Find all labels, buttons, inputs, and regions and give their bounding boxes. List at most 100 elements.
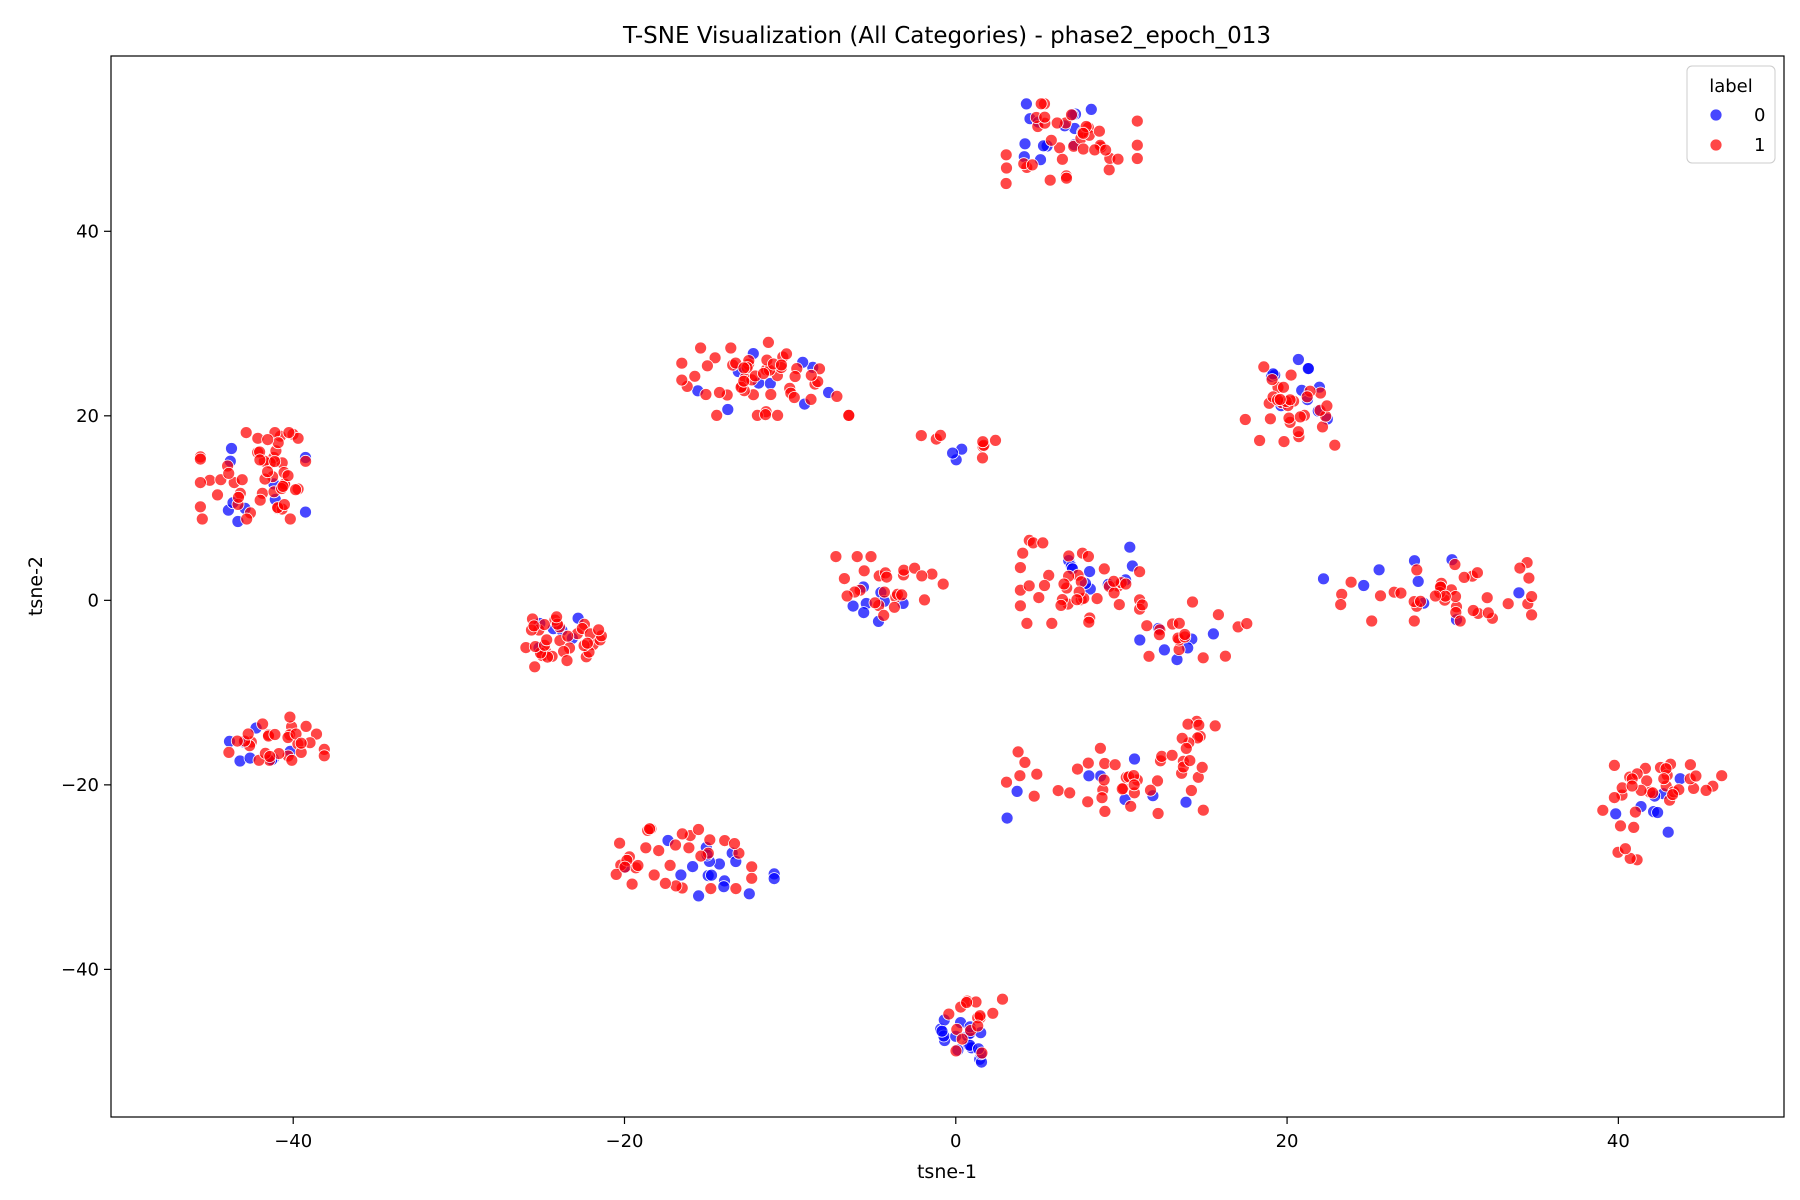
scatter-point-label-1 [675,827,689,841]
scatter-point-label-1 [850,550,864,563]
scatter-point-label-1 [1081,756,1095,770]
scatter-point-label-1 [918,593,931,607]
scatter-point-label-1 [1689,769,1703,783]
scatter-point-label-1 [1619,842,1632,856]
scatter-point-label-1 [1320,399,1334,413]
scatter-point-label-1 [868,596,882,610]
scatter-point-label-1 [1088,143,1102,157]
scatter-point-label-1 [1076,142,1090,156]
scatter-point-label-1 [1082,550,1095,563]
scatter-point-label-0 [1128,752,1141,766]
scatter-point-label-1 [787,391,801,404]
scatter-point-label-1 [1018,756,1032,769]
scatter-point-label-0 [225,442,238,455]
scatter-point-label-1 [1074,575,1088,589]
scatter-point-label-1 [1097,562,1111,576]
scatter-point-label-1 [1044,133,1058,147]
scatter-point-label-1 [1133,565,1146,579]
scatter-point-label-1 [1038,110,1052,124]
x-tick-label: 0 [950,1131,961,1152]
scatter-point-label-1 [986,1006,1000,1020]
scatter-point-label-1 [294,736,308,750]
scatter-point-label-1 [1111,152,1125,166]
scatter-point-label-0 [1411,575,1425,588]
scatter-point-label-1 [222,746,236,759]
scatter-point-label-1 [1715,769,1729,783]
scatter-point-label-1 [838,572,851,585]
scatter-point-label-0 [1512,586,1526,600]
scatter-point-label-1 [1144,783,1157,797]
scatter-point-label-1 [560,654,574,667]
scatter-point-label-1 [1034,97,1048,111]
scatter-point-label-1 [239,426,253,440]
scatter-point-label-1 [724,341,738,355]
scatter-point-label-1 [757,367,770,380]
scatter-point-label-1 [688,369,702,383]
scatter-point-label-1 [1525,590,1538,603]
scatter-point-label-1 [1014,599,1027,613]
legend-label-1: 1 [1754,135,1765,156]
y-tick-label: −20 [61,775,99,796]
scatter-point-label-1 [1097,773,1111,787]
scatter-point-label-1 [1051,784,1065,797]
scatter-point-label-0 [705,868,718,882]
scatter-point-label-1 [1063,786,1077,800]
scatter-point-label-1 [1525,608,1538,622]
scatter-point-label-1 [1257,360,1271,374]
legend-title: label [1709,76,1753,97]
scatter-point-label-1 [1107,586,1121,600]
scatter-point-label-1 [647,868,661,882]
scatter-point-label-1 [1045,617,1059,630]
scatter-point-label-1 [277,498,291,512]
scatter-point-label-1 [699,388,713,401]
scatter-point-label-1 [282,426,296,440]
scatter-point-label-0 [1372,563,1386,577]
scatter-point-label-1 [915,569,929,583]
x-tick-label: 20 [1276,1131,1299,1152]
scatter-point-label-1 [659,877,672,890]
scatter-point-label-1 [283,710,297,724]
scatter-point-label-1 [235,473,249,487]
scatter-point-label-0 [674,868,688,882]
scatter-point-label-1 [1365,614,1379,628]
scatter-point-label-1 [669,879,683,893]
scatter-point-label-1 [1165,748,1179,762]
y-tick-label: −40 [61,959,99,980]
scatter-point-label-0 [1357,579,1371,592]
scatter-point-label-1 [1212,608,1225,622]
scatter-point-label-1 [1410,563,1424,577]
scatter-point-label-1 [1277,380,1290,394]
x-tick-label: −40 [274,1131,312,1152]
scatter-point-label-1 [1334,598,1348,611]
scatter-point-label-1 [1699,784,1713,797]
scatter-point-label-1 [1629,805,1642,819]
scatter-point-label-1 [949,1044,963,1058]
scatter-point-label-0 [1083,565,1096,578]
scatter-point-label-1 [880,570,894,584]
scatter-point-label-1 [581,636,594,650]
scatter-point-label-1 [1314,386,1327,400]
scatter-point-label-1 [1481,606,1495,620]
scatter-point-label-1 [1124,799,1138,813]
scatter-point-label-1 [1038,579,1051,592]
scatter-point-label-1 [1000,775,1013,789]
scatter-point-label-1 [857,564,871,578]
scatter-point-label-1 [1640,774,1654,788]
scatter-point-label-1 [710,408,724,422]
scatter-point-label-1 [1264,412,1277,426]
scatter-point-label-1 [745,871,759,885]
scatter-point-label-1 [289,483,303,497]
scatter-point-label-1 [618,860,632,874]
legend: label 0 1 [1686,65,1776,164]
scatter-point-label-1 [652,844,666,857]
scatter-point-label-1 [1056,152,1069,166]
scatter-point-label-1 [771,408,784,422]
scatter-point-label-1 [840,589,854,603]
legend-label-0: 0 [1754,105,1765,126]
scatter-point-label-1 [550,610,563,624]
scatter-point-label-1 [1062,549,1076,563]
scatter-point-label-1 [299,454,313,468]
scatter-point-label-1 [663,859,677,872]
scatter-point-label-1 [864,550,878,563]
scatter-point-label-1 [1240,617,1254,630]
